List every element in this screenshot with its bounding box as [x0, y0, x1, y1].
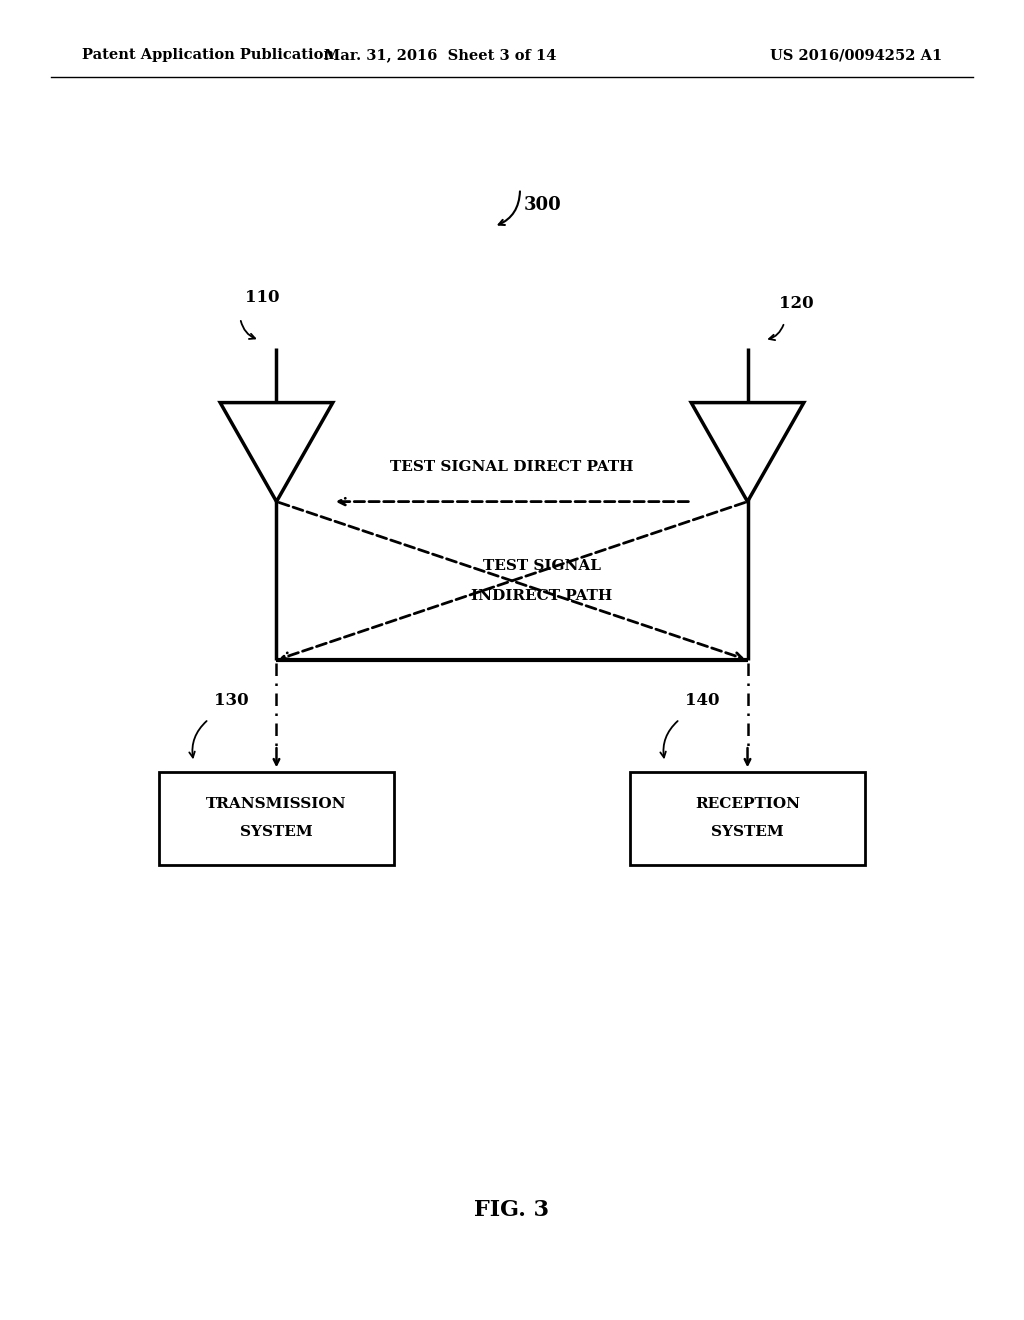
Text: SYSTEM: SYSTEM [711, 825, 784, 840]
Text: TEST SIGNAL DIRECT PATH: TEST SIGNAL DIRECT PATH [390, 459, 634, 474]
Text: US 2016/0094252 A1: US 2016/0094252 A1 [770, 49, 942, 62]
Text: 120: 120 [779, 296, 814, 312]
Text: 140: 140 [685, 692, 719, 709]
Text: 110: 110 [245, 289, 280, 306]
Bar [159, 772, 394, 865]
Text: FIG. 3: FIG. 3 [474, 1200, 550, 1221]
Text: Mar. 31, 2016  Sheet 3 of 14: Mar. 31, 2016 Sheet 3 of 14 [325, 49, 556, 62]
Text: 300: 300 [524, 195, 562, 214]
Text: SYSTEM: SYSTEM [240, 825, 313, 840]
Polygon shape [220, 403, 333, 502]
Text: RECEPTION: RECEPTION [695, 797, 800, 812]
Text: INDIRECT PATH: INDIRECT PATH [471, 589, 612, 603]
Polygon shape [691, 403, 804, 502]
Text: 130: 130 [214, 692, 249, 709]
Text: TEST SIGNAL: TEST SIGNAL [483, 558, 601, 573]
Bar [630, 772, 865, 865]
Text: Patent Application Publication: Patent Application Publication [82, 49, 334, 62]
Text: TRANSMISSION: TRANSMISSION [206, 797, 347, 812]
